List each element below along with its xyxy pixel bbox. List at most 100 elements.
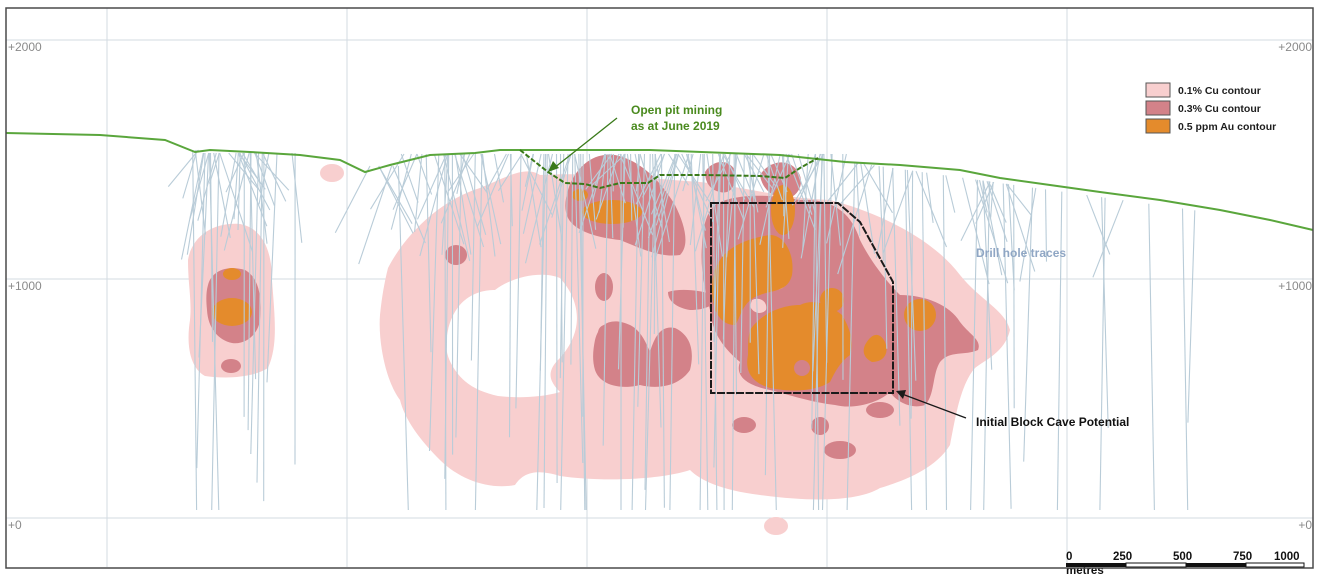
drill-hole-trace: [213, 152, 231, 239]
pit-annotation-arrow: [548, 117, 618, 172]
drill-hole-trace: [428, 153, 440, 452]
drill-hole-trace: [570, 153, 574, 365]
drill-hole-trace: [826, 162, 859, 202]
drill-hole-trace: [508, 153, 512, 438]
drill-hole-trace: [717, 153, 745, 221]
scale-tick-750: 750: [1233, 551, 1252, 563]
scale-bar-segment-4: [1245, 562, 1305, 568]
scale-bar: 0 250 500 750 1000 metres: [1066, 551, 1305, 575]
drill-hole-trace: [986, 181, 1008, 242]
drill-hole-trace: [751, 153, 760, 375]
drill-hole-trace: [1044, 189, 1048, 262]
drill-hole-trace: [882, 166, 888, 349]
drill-hole-trace: [266, 152, 278, 383]
drill-hole-trace: [1101, 197, 1109, 428]
drill-hole-trace: [440, 153, 471, 224]
drill-hole-trace: [598, 153, 607, 213]
drill-hole-trace: [634, 153, 643, 191]
drill-hole-trace: [228, 152, 259, 190]
drill-hole-trace: [574, 153, 597, 249]
drill-hole-trace: [419, 153, 449, 257]
drill-hole-trace: [765, 153, 791, 208]
drill-hole-trace: [622, 153, 625, 228]
drill-hole-trace: [525, 153, 542, 248]
legend-swatch-cu-0.3: [1145, 100, 1171, 116]
drill-hole-trace: [559, 153, 563, 363]
drill-hole-trace: [1187, 210, 1196, 423]
drill-hole-trace: [631, 153, 640, 511]
drill-hole-trace: [740, 153, 745, 374]
legend-label-cu-0.1: 0.1% Cu contour: [1178, 85, 1261, 97]
drill-hole-trace: [392, 165, 426, 244]
drill-hole-trace: [653, 153, 690, 262]
drill-hole-trace: [1019, 187, 1037, 282]
drill-hole-trace: [1092, 199, 1124, 278]
drill-hole-trace: [539, 153, 571, 245]
legend-label-au-0.5: 0.5 ppm Au contour: [1178, 121, 1276, 133]
drill-hole-trace: [945, 175, 956, 213]
drill-hole-trace: [425, 153, 432, 353]
drill-hole-trace: [358, 165, 393, 265]
drill-hole-trace: [713, 153, 721, 342]
drill-hole-trace: [619, 153, 654, 236]
legend-swatch-cu-0.1: [1145, 82, 1171, 98]
drill-hole-trace: [855, 162, 861, 236]
drill-hole-trace: [811, 153, 817, 429]
drill-hole-trace: [609, 153, 626, 204]
drill-hole-trace: [982, 180, 993, 370]
drill-hole-trace: [791, 153, 824, 206]
drill-hole-trace: [414, 153, 423, 232]
drill-hole-trace: [580, 153, 586, 511]
drill-hole-trace: [764, 153, 771, 476]
elevation-label-1000-left: +1000: [8, 279, 42, 293]
drill-hole-trace: [474, 153, 483, 511]
drill-hole-trace: [198, 152, 210, 358]
open-pit-label-line1: Open pit mining: [631, 103, 722, 117]
drill-hole-trace: [651, 153, 680, 258]
scale-bar-segment-2: [1125, 562, 1187, 568]
drill-hole-trace: [509, 153, 513, 227]
drill-hole-trace: [921, 172, 928, 511]
drill-hole-trace: [752, 153, 777, 188]
drill-hole-trace: [630, 153, 633, 221]
drill-hole-trace: [970, 179, 979, 511]
drill-hole-trace: [960, 181, 991, 242]
drill-hole-trace: [574, 153, 584, 464]
drill-hole-trace: [559, 153, 565, 379]
drill-hole-trace: [878, 166, 884, 261]
drill-hole-trace: [256, 152, 263, 483]
drill-hole-trace: [770, 153, 788, 193]
drill-hole-trace: [522, 153, 542, 234]
drill-hole-trace: [1007, 184, 1015, 291]
drill-hole-trace: [705, 153, 732, 202]
drill-hole-trace: [699, 153, 705, 511]
drill-hole-trace: [642, 153, 666, 198]
drill-hole-trace: [454, 153, 485, 248]
drill-hole-trace: [454, 153, 472, 255]
drill-hole-trace: [681, 153, 714, 222]
scale-bar-segment-3: [1186, 563, 1246, 567]
scale-tick-500: 500: [1173, 551, 1192, 563]
scale-tick-250: 250: [1113, 551, 1132, 563]
elevation-label-2000-left: +2000: [8, 40, 42, 54]
drill-hole-trace: [416, 153, 433, 195]
drill-hole-trace: [1002, 183, 1012, 509]
drill-hole-trace: [186, 152, 205, 255]
drill-hole-trace: [644, 153, 651, 490]
drill-hole-trace: [247, 152, 252, 431]
drill-hole-trace: [476, 153, 510, 228]
drill-hole-trace: [800, 153, 821, 259]
drill-hole-trace: [904, 169, 913, 511]
legend-label-cu-0.3: 0.3% Cu contour: [1178, 103, 1261, 115]
drill-hole-trace: [182, 149, 198, 199]
topography-line: [5, 132, 1314, 231]
drill-hole-trace: [655, 153, 679, 226]
drill-hole-trace: [493, 153, 505, 203]
drill-hole-trace: [497, 153, 523, 192]
drill-hole-trace: [712, 153, 718, 511]
elevation-label-0-right: +0: [1298, 518, 1312, 532]
drill-hole-trace: [650, 153, 677, 215]
drill-hole-trace: [1023, 187, 1034, 462]
drill-hole-trace: [660, 153, 665, 508]
